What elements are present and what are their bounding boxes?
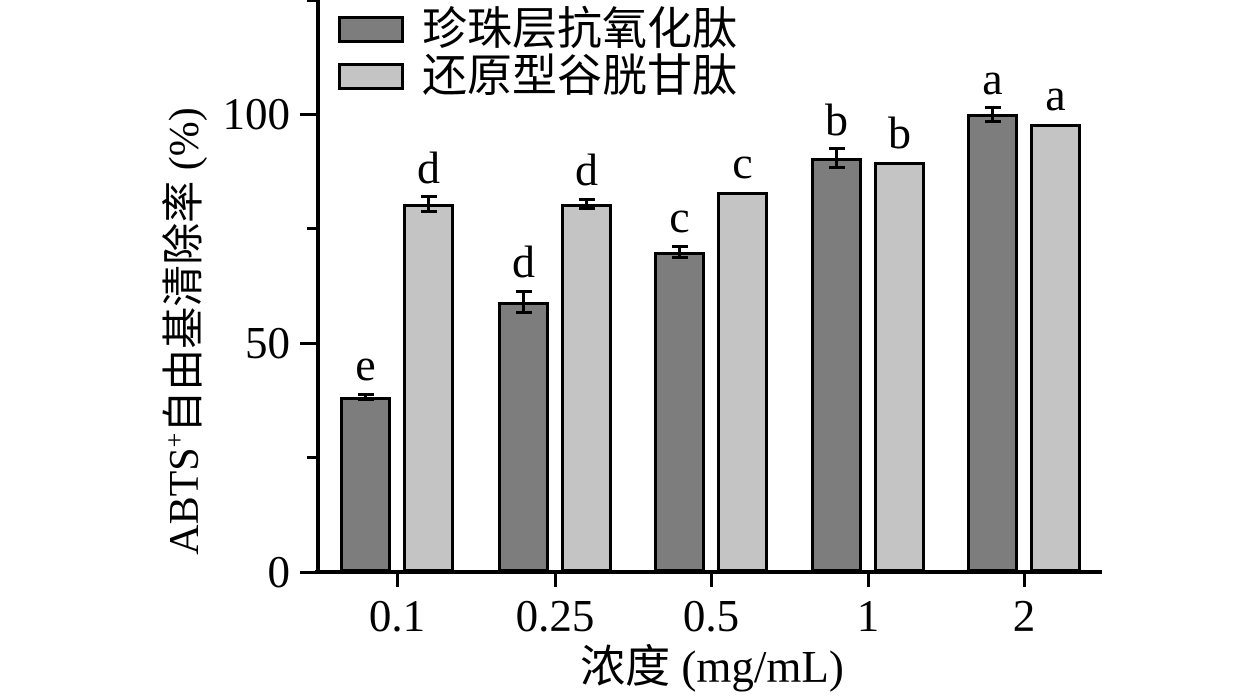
- error-bar-cap-bottom: [515, 311, 532, 315]
- sig-letter: b: [825, 93, 848, 145]
- bar: [561, 203, 612, 572]
- legend-label: 珍珠层抗氧化肽: [422, 4, 738, 54]
- error-bar-cap-top: [828, 147, 845, 151]
- bar: [654, 251, 705, 572]
- x-tick-label: 1: [856, 591, 880, 641]
- error-bar-line: [585, 199, 588, 209]
- error-bar-line: [835, 148, 838, 168]
- sig-letter: a: [982, 52, 1003, 104]
- error-bar-cap-top: [984, 106, 1001, 110]
- sig-letter: d: [575, 144, 598, 196]
- bar: [403, 204, 454, 572]
- x-tick: [1022, 574, 1026, 587]
- error-bar-line: [364, 394, 367, 399]
- sig-letter: d: [417, 141, 440, 193]
- legend: 珍珠层抗氧化肽 还原型谷胱甘肽: [338, 6, 737, 100]
- error-bar-cap-top: [420, 195, 437, 199]
- sig-letter: d: [512, 236, 535, 288]
- x-tick-label: 0.25: [515, 591, 595, 641]
- error-bar-cap-top: [671, 244, 688, 248]
- bar: [811, 157, 862, 572]
- legend-swatch: [338, 16, 404, 43]
- y-tick-label: 0: [267, 547, 291, 597]
- error-bar-line: [991, 107, 994, 122]
- sig-letter: a: [1045, 68, 1066, 120]
- error-bar-cap-bottom: [357, 397, 374, 401]
- sig-letter: c: [669, 191, 690, 243]
- y-major-tick: [300, 570, 316, 574]
- error-bar-cap-top: [357, 392, 374, 396]
- y-major-tick: [300, 341, 316, 345]
- bar: [874, 162, 925, 572]
- sig-letter: b: [888, 107, 911, 159]
- error-bar-cap-top: [578, 197, 595, 201]
- error-bar-line: [678, 246, 681, 258]
- error-bar-cap-top: [515, 289, 532, 293]
- error-bar-line: [522, 291, 525, 313]
- error-bar-cap-bottom: [420, 209, 437, 213]
- y-minor-tick: [307, 227, 316, 231]
- x-tick: [866, 574, 870, 587]
- y-minor-tick: [307, 0, 316, 2]
- bar: [717, 192, 768, 572]
- error-bar-cap-bottom: [984, 119, 1001, 123]
- y-minor-tick: [307, 456, 316, 460]
- error-bar-cap-bottom: [828, 165, 845, 169]
- legend-row: 还原型谷胱甘肽: [338, 53, 737, 100]
- x-axis-title: 浓度 (mg/mL): [580, 642, 844, 692]
- x-axis-line: [315, 570, 1102, 574]
- x-tick: [395, 574, 399, 587]
- y-tick-label: 100: [222, 89, 291, 140]
- y-axis-line: [316, 0, 320, 574]
- error-bar-cap-bottom: [671, 255, 688, 259]
- error-bar-line: [427, 196, 430, 212]
- bar: [967, 114, 1018, 572]
- x-tick-label: 2: [1012, 591, 1036, 641]
- x-tick-label: 0.1: [368, 591, 426, 641]
- y-major-tick: [300, 112, 316, 116]
- legend-row: 珍珠层抗氧化肽: [338, 6, 737, 53]
- sig-letter: e: [355, 339, 376, 391]
- bar: [498, 302, 549, 572]
- legend-label: 还原型谷胱甘肽: [422, 51, 738, 101]
- bar: [340, 396, 391, 572]
- x-tick: [553, 574, 557, 587]
- x-tick: [709, 574, 713, 587]
- sig-letter: c: [732, 137, 753, 189]
- error-bar-cap-bottom: [578, 206, 595, 210]
- legend-swatch: [338, 63, 404, 90]
- y-tick-label: 50: [245, 318, 290, 369]
- bar: [1030, 123, 1081, 572]
- x-tick-label: 0.5: [682, 591, 740, 641]
